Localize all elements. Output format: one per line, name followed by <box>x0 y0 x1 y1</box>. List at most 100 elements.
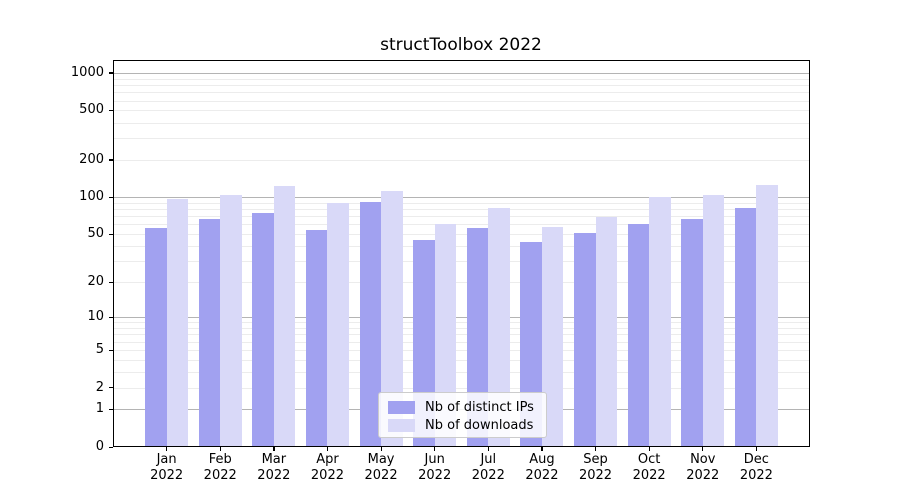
y-tick-label: 0 <box>95 439 104 454</box>
y-tick-mark <box>109 408 113 411</box>
x-tick-label: Nov 2022 <box>686 452 720 483</box>
y-tick-label: 200 <box>79 151 104 167</box>
bar-distinct-ips <box>627 223 650 447</box>
minor-gridline <box>114 245 809 247</box>
minor-gridline <box>114 387 809 389</box>
minor-gridline <box>114 110 809 112</box>
bar-downloads <box>166 199 189 447</box>
y-tick-label: 1 <box>95 401 104 417</box>
minor-gridline <box>114 92 809 94</box>
bar-downloads <box>220 194 242 447</box>
bar-downloads <box>756 185 778 447</box>
bar-downloads <box>595 217 618 447</box>
y-tick-mark <box>109 446 113 448</box>
y-tick-label: 10 <box>87 309 104 325</box>
x-tick-mark <box>273 447 275 451</box>
y-tick-mark <box>109 316 113 318</box>
minor-gridline <box>114 100 809 102</box>
y-tick-label: 2 <box>95 379 104 395</box>
minor-gridline <box>114 359 809 361</box>
major-gridline <box>114 72 809 74</box>
bar-downloads <box>702 195 725 447</box>
y-tick-label: 100 <box>79 189 104 205</box>
bar-distinct-ips <box>574 233 596 447</box>
x-tick-mark <box>755 447 758 451</box>
legend-label-distinct-ips: Nb of distinct IPs <box>425 399 534 415</box>
y-tick-label: 20 <box>87 274 104 290</box>
bar-distinct-ips <box>359 201 382 447</box>
minor-gridline <box>114 341 809 343</box>
x-tick-label: Apr 2022 <box>310 452 344 483</box>
y-tick-mark <box>109 281 113 283</box>
x-tick-mark <box>380 447 382 451</box>
minor-gridline <box>114 328 809 330</box>
y-tick-label: 500 <box>79 102 104 118</box>
legend: Nb of distinct IPs Nb of downloads <box>378 392 547 438</box>
minor-gridline <box>114 159 809 161</box>
legend-item-distinct-ips: Nb of distinct IPs <box>388 398 538 416</box>
legend-swatch-downloads-icon <box>388 418 415 432</box>
bar-distinct-ips <box>681 219 703 447</box>
minor-gridline <box>114 202 809 204</box>
bar-downloads <box>649 196 671 447</box>
x-tick-mark <box>326 447 329 451</box>
bar-downloads <box>381 191 403 447</box>
x-tick-label: Sep 2022 <box>578 452 613 483</box>
minor-gridline <box>114 261 809 263</box>
bar-downloads <box>541 227 564 447</box>
x-tick-mark <box>648 447 650 451</box>
x-tick-mark <box>487 447 489 451</box>
x-tick-label: Jun 2022 <box>418 452 452 483</box>
minor-gridline <box>114 216 809 218</box>
x-tick-label: Feb 2022 <box>203 452 237 483</box>
bar-distinct-ips <box>252 213 274 447</box>
major-gridline <box>114 317 809 319</box>
y-tick-mark <box>109 109 113 112</box>
x-tick-mark <box>434 447 436 451</box>
minor-gridline <box>114 224 809 226</box>
minor-gridline <box>114 371 809 373</box>
y-tick-mark <box>109 233 113 235</box>
x-tick-mark <box>166 447 168 451</box>
x-tick-label: Jul 2022 <box>471 452 505 483</box>
x-tick-label: May 2022 <box>364 452 398 483</box>
minor-gridline <box>114 85 809 87</box>
y-tick-mark <box>109 387 113 389</box>
y-tick-label: 1000 <box>70 64 104 80</box>
bar-downloads <box>327 203 349 447</box>
x-tick-label: Oct 2022 <box>632 452 666 483</box>
minor-gridline <box>114 78 809 80</box>
minor-gridline <box>114 322 809 324</box>
bar-distinct-ips <box>305 230 328 447</box>
minor-gridline <box>114 350 809 351</box>
legend-item-downloads: Nb of downloads <box>388 416 538 434</box>
bar-distinct-ips <box>198 219 221 447</box>
minor-gridline <box>114 334 809 336</box>
x-tick-label: Mar 2022 <box>257 452 291 483</box>
y-tick-mark <box>109 196 113 198</box>
bar-downloads <box>488 207 510 447</box>
major-gridline <box>114 197 809 199</box>
bar-downloads <box>434 223 457 447</box>
y-tick-mark <box>109 349 113 351</box>
chart-title: structToolbox 2022 <box>380 35 542 55</box>
y-tick-mark <box>109 72 113 74</box>
minor-gridline <box>114 234 809 236</box>
y-tick-label: 5 <box>95 342 104 357</box>
x-tick-label: Jan 2022 <box>150 452 184 483</box>
x-tick-mark <box>219 447 221 451</box>
x-tick-mark <box>702 447 704 451</box>
y-tick-mark <box>109 159 113 161</box>
bar-downloads <box>273 186 296 447</box>
minor-gridline <box>114 122 809 124</box>
x-tick-label: Dec 2022 <box>739 452 773 483</box>
bar-distinct-ips <box>145 228 167 447</box>
minor-gridline <box>114 282 809 284</box>
minor-gridline <box>114 138 809 140</box>
minor-gridline <box>114 209 809 211</box>
bar-distinct-ips <box>734 208 757 447</box>
legend-label-downloads: Nb of downloads <box>425 417 534 433</box>
x-tick-mark <box>595 447 597 451</box>
legend-swatch-distinct-ips-icon <box>388 400 415 414</box>
